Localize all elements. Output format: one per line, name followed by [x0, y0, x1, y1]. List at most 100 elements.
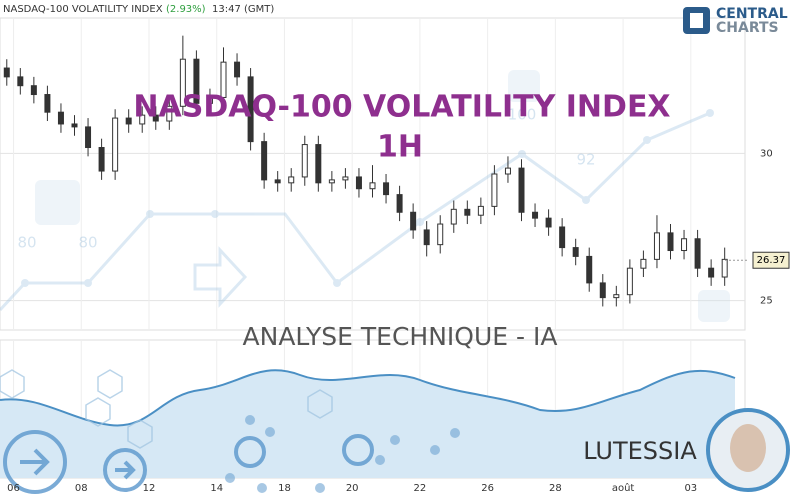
candle-body	[315, 144, 322, 184]
watermark-label: 92	[576, 151, 595, 169]
hexagon-dots	[225, 415, 460, 493]
candle-body	[30, 85, 37, 96]
avatar-face	[730, 424, 766, 472]
candle-body	[166, 105, 173, 122]
watermark-arrow	[193, 246, 248, 308]
candle-body	[653, 232, 660, 260]
candle-body	[328, 179, 335, 184]
indicator-line	[0, 369, 736, 427]
candle-body	[206, 96, 213, 104]
candle-body	[477, 205, 484, 216]
brand-label: LUTESSIA	[583, 437, 697, 465]
candle-body	[71, 123, 78, 128]
x-tick-label: 08	[75, 483, 88, 494]
header-name: NASDAQ-100 VOLATILITY INDEX	[3, 4, 163, 15]
y-tick-label: 30	[760, 148, 773, 159]
candle-body	[57, 111, 64, 125]
candle-body	[274, 179, 281, 184]
candle-body	[139, 114, 146, 125]
candle-body	[383, 182, 390, 196]
candle-body	[112, 117, 119, 172]
x-tick-label: 20	[346, 483, 359, 494]
y-tick-label: 25	[760, 296, 773, 307]
last-price-box	[752, 251, 790, 269]
lower-panel	[0, 369, 790, 494]
watermark-label: 80	[78, 234, 97, 252]
candle-body	[423, 229, 430, 246]
candle-body	[437, 223, 444, 246]
candle-body	[396, 194, 403, 213]
candle-body	[3, 67, 10, 78]
candle-body	[234, 61, 241, 78]
candle-body	[599, 282, 606, 299]
watermark-icon	[698, 290, 730, 322]
indicator-area	[0, 370, 735, 478]
watermark-dots	[21, 109, 714, 287]
candle-body	[681, 238, 688, 252]
candle-body	[708, 267, 715, 278]
candle-body	[667, 232, 674, 252]
overlay-title: NASDAQ-100 VOLATILITY INDEX	[133, 90, 670, 125]
header-change: (2.93%)	[166, 4, 206, 15]
x-tick-label: 14	[210, 483, 223, 494]
candle-body	[586, 255, 593, 284]
arrow-icons	[3, 430, 374, 494]
header-time: 13:47 (GMT)	[212, 4, 274, 15]
candle-body	[125, 117, 132, 125]
candle-body	[721, 258, 728, 278]
candle-body	[247, 76, 254, 143]
candle-body	[464, 208, 471, 216]
analysis-label: ANALYSE TECHNIQUE - IA	[243, 322, 558, 351]
candle-body	[220, 61, 227, 98]
logo-text: CHARTS	[716, 20, 779, 36]
candle-body	[85, 126, 92, 149]
candle-body	[504, 167, 511, 175]
candle-body	[179, 58, 186, 107]
candle-body	[342, 176, 349, 181]
x-tick-label: 06	[7, 483, 20, 494]
candle-body	[450, 208, 457, 225]
candle-body	[626, 267, 633, 296]
x-tick-label: 18	[278, 483, 291, 494]
candle-body	[532, 211, 539, 219]
candle-body	[694, 238, 701, 269]
watermark-icon	[35, 180, 80, 225]
candle-body	[518, 167, 525, 213]
watermark-line	[0, 111, 711, 312]
watermark-icon	[508, 70, 540, 102]
candle-body	[545, 217, 552, 228]
candle-body	[17, 76, 24, 87]
x-tick-label: 22	[414, 483, 427, 494]
candle-body	[369, 182, 376, 190]
logo-icon-inner	[690, 13, 703, 28]
candle-body	[301, 144, 308, 178]
watermark: 80 80 100 92	[0, 70, 730, 322]
x-tick-label: 26	[481, 483, 494, 494]
x-tick-label: 12	[143, 483, 156, 494]
candle-body	[491, 173, 498, 207]
x-tick-label: 03	[684, 483, 697, 494]
candle-body	[193, 58, 200, 104]
watermark-label: 80	[17, 234, 36, 252]
logo: CENTRAL CHARTS	[683, 6, 788, 36]
candle-body	[152, 114, 159, 122]
candles	[3, 35, 728, 307]
plot-frame	[0, 17, 746, 331]
x-tick-label: août	[612, 482, 635, 494]
x-tick-label: 28	[549, 483, 562, 494]
logo-text: CENTRAL	[716, 6, 788, 22]
hexagons	[0, 369, 333, 449]
candle-body	[640, 258, 647, 269]
candle-body	[44, 94, 51, 113]
candle-body	[355, 176, 362, 190]
candle-body	[410, 211, 417, 231]
candle-body	[98, 147, 105, 172]
watermark-label: 100	[508, 106, 537, 124]
candle-body	[559, 226, 566, 249]
overlay-subtitle: 1H	[377, 130, 423, 165]
candle-body	[572, 247, 579, 257]
last-price-label: 26.37	[757, 255, 786, 266]
candle-body	[261, 141, 268, 181]
candle-body	[613, 294, 620, 299]
